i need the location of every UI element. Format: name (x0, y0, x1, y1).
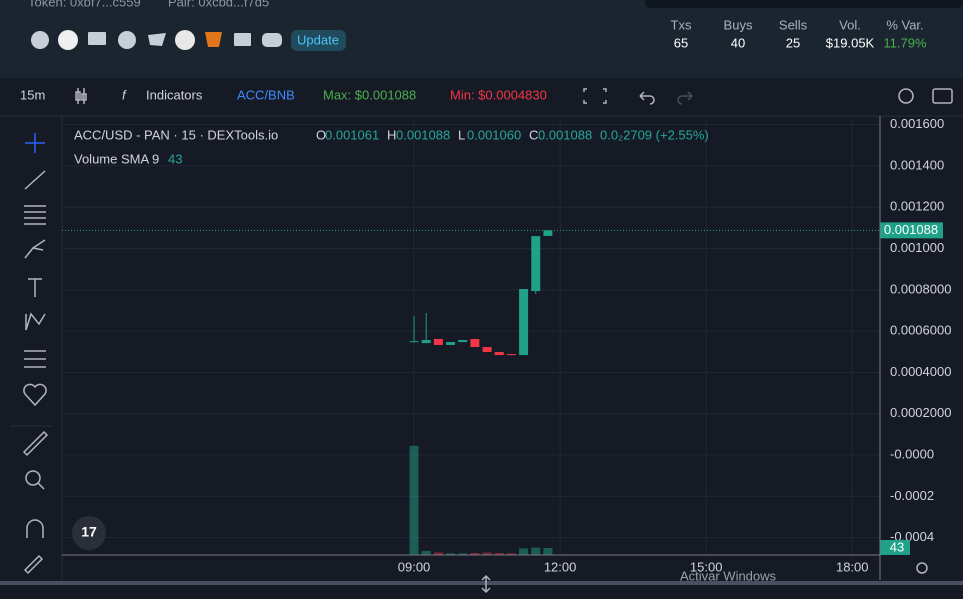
y-tick-label: 0.001000 (890, 240, 944, 255)
tv-logo-text: 17 (81, 524, 97, 540)
interval[interactable]: 15m (20, 87, 45, 102)
y-tick-label: 0.001600 (890, 116, 944, 131)
stat-value: 65 (674, 35, 688, 50)
ohlc-key: C (529, 127, 538, 142)
axis-settings-icon[interactable] (916, 562, 928, 574)
max-price: Max: $0.001088 (323, 87, 416, 102)
ohlc-key: O (316, 127, 326, 142)
volume-bar (458, 553, 468, 555)
volume-bar (494, 553, 504, 555)
camera-icon[interactable] (932, 88, 953, 104)
candle-body (409, 341, 419, 343)
y-tick-label: 0.001200 (890, 199, 944, 214)
stat-label: % Var. (886, 17, 923, 32)
candle-body (531, 236, 541, 292)
social-icons[interactable] (31, 30, 282, 50)
stat-label: Txs (671, 17, 692, 32)
volume-box (880, 539, 910, 555)
stat-value: 11.79% (883, 35, 927, 50)
min-price: Min: $0.0004830 (450, 87, 547, 102)
change: 0.0₂2709 (+2.55%) (600, 127, 709, 142)
ohlc-value: 0.001061 (325, 127, 379, 142)
y-tick-label: 0.0008000 (890, 281, 951, 296)
indicators[interactable]: Indicators (146, 87, 203, 102)
stat-value: 25 (786, 35, 800, 50)
volume-bar (409, 445, 419, 555)
last-price-box (880, 222, 943, 239)
ohlc-value: 0.001060 (467, 127, 521, 142)
candle-body (543, 230, 553, 236)
candle-body (458, 340, 468, 343)
candle-body (482, 347, 492, 352)
watermark: Activar Windows (680, 568, 777, 583)
stat-label: Sells (779, 17, 808, 32)
token[interactable]: Token: 0xbf7...c559 (28, 0, 141, 9)
scrollbar[interactable] (0, 581, 963, 585)
ohlc-value: 0.001088 (396, 127, 450, 142)
volume-bar (470, 553, 480, 555)
candle-body (433, 338, 443, 345)
volume-bar (531, 547, 541, 555)
volume-axis-label: 43 (890, 539, 904, 554)
stat-value: $19.05K (826, 35, 875, 50)
y-tick-label: 0.0002000 (890, 405, 951, 420)
y-tick-label: 0.001400 (890, 157, 944, 172)
toolbar-bg (0, 78, 963, 116)
header-panel (645, 0, 963, 8)
y-tick-label: -0.0000 (890, 446, 934, 461)
undo-icon[interactable] (639, 91, 655, 105)
volume-bar (506, 553, 516, 555)
ohlc-value: 0.001088 (538, 127, 592, 142)
y-tick-label: -0.0002 (890, 488, 934, 503)
y-tick-label: 0.0006000 (890, 323, 951, 338)
redo-icon (677, 91, 693, 105)
y-tick-label: 0.0004000 (890, 364, 951, 379)
stat-label: Buys (724, 17, 753, 32)
symbol[interactable]: ACC/BNB (237, 87, 295, 102)
last-price-label: 0.001088 (884, 222, 938, 237)
candle-body (506, 354, 516, 356)
ohlc-key: H (387, 127, 396, 142)
volume-bar (482, 552, 492, 555)
ohlc-key: L (458, 127, 465, 142)
tv-logo-bg (72, 516, 106, 550)
fullscreen-icon[interactable] (583, 88, 607, 104)
settings-icon[interactable] (898, 88, 914, 104)
stat-label: Vol. (839, 17, 861, 32)
drawing-tools[interactable] (22, 133, 49, 575)
x-tick-label: 09:00 (398, 559, 431, 574)
x-tick-label: 15:00 (690, 559, 723, 574)
volume-sma-value: 43 (168, 151, 182, 166)
candle-body (470, 338, 480, 348)
resize-handle[interactable] (481, 574, 491, 594)
pair[interactable]: Pair: 0xcbd...f7d5 (168, 0, 269, 9)
volume-bar (543, 547, 553, 555)
x-tick-label: 12:00 (544, 559, 577, 574)
stat-value: 40 (731, 35, 745, 50)
update-label[interactable]: Update (297, 32, 339, 47)
candle-body (519, 289, 529, 356)
volume-bar (421, 550, 431, 555)
update-button[interactable] (291, 30, 346, 51)
x-tick-label: 18:00 (836, 559, 869, 574)
volume-bar (446, 553, 456, 555)
chart-title: ACC/USD - PAN · 15 · DEXTools.io (74, 127, 278, 142)
volume-bar (433, 552, 443, 555)
candle-icon[interactable] (75, 88, 87, 104)
candle-body (446, 342, 456, 345)
fx-icon[interactable]: f (122, 87, 127, 102)
header-bg (0, 0, 963, 78)
candle-body (421, 340, 431, 344)
volume-sma-label: Volume SMA 9 (74, 151, 159, 166)
volume-bar (519, 548, 529, 555)
candle-body (494, 351, 504, 356)
